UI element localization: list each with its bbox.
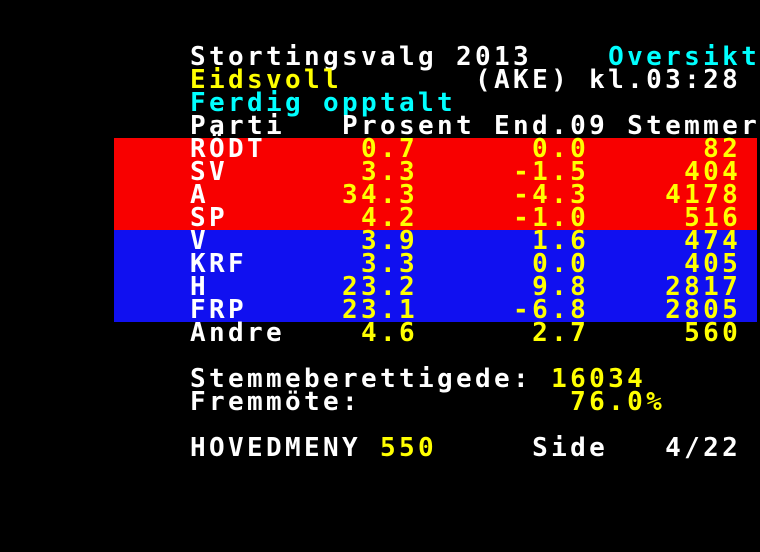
party-row-sv: SV 3.3 -1.5 404 bbox=[190, 159, 760, 185]
party-name-v: V bbox=[190, 226, 210, 256]
party-row-rodt: RÖDT 0.7 0.0 82 bbox=[190, 136, 760, 162]
party-values-a: 34.3 -4.3 4178 bbox=[209, 180, 742, 210]
station-code-and-time: (AKE) kl.03:28 bbox=[342, 65, 742, 95]
party-name-krf: KRF bbox=[190, 249, 248, 279]
party-values-h: 23.2 9.8 2817 bbox=[209, 272, 742, 302]
party-values-frp: 23.1 -6.8 2805 bbox=[247, 295, 742, 325]
main-menu-page-number: 550 bbox=[380, 433, 438, 463]
party-row-v: V 3.9 1.6 474 bbox=[190, 228, 760, 254]
party-name-a: A bbox=[190, 180, 210, 210]
header-line: Stortingsvalg 2013 Oversikt bbox=[190, 44, 760, 70]
party-row-frp: FRP 23.1 -6.8 2805 bbox=[190, 297, 760, 323]
blue-bloc-background bbox=[114, 230, 757, 322]
party-values-v: 3.9 1.6 474 bbox=[209, 226, 742, 256]
party-values-rodt: 0.7 0.0 82 bbox=[266, 134, 742, 164]
status-line: Ferdig opptalt bbox=[190, 90, 760, 116]
teletext-grid: Stortingsvalg 2013 Oversikt Eidsvoll (AK… bbox=[190, 44, 760, 461]
table-header-line: Parti Prosent End.09 Stemmer bbox=[190, 113, 760, 139]
page-title: Stortingsvalg 2013 bbox=[190, 42, 533, 72]
party-name-rodt: RÖDT bbox=[190, 134, 267, 164]
eligible-voters-value: 16034 bbox=[532, 364, 647, 394]
location-line: Eidsvoll (AKE) kl.03:28 bbox=[190, 67, 760, 93]
party-row-h: H 23.2 9.8 2817 bbox=[190, 274, 760, 300]
party-name-andre: Andre bbox=[190, 318, 286, 348]
table-column-headers: Parti Prosent End.09 Stemmer bbox=[190, 111, 760, 141]
party-row-sp: SP 4.2 -1.0 516 bbox=[190, 205, 760, 231]
party-row-krf: KRF 3.3 0.0 405 bbox=[190, 251, 760, 277]
party-name-sp: SP bbox=[190, 203, 229, 233]
party-values-sv: 3.3 -1.5 404 bbox=[228, 157, 742, 187]
party-name-frp: FRP bbox=[190, 295, 248, 325]
turnout-line: Fremmöte: 76.0% bbox=[190, 389, 760, 415]
party-values-andre: 4.6 2.7 560 bbox=[285, 318, 742, 348]
eligible-voters-line: Stemmeberettigede: 16034 bbox=[190, 366, 760, 392]
page-indicator: Side 4/22 bbox=[437, 433, 742, 463]
party-name-sv: SV bbox=[190, 157, 229, 187]
red-bloc-background bbox=[114, 138, 757, 230]
turnout-label: Fremmöte: bbox=[190, 387, 362, 417]
main-menu-label: HOVEDMENY bbox=[190, 433, 381, 463]
party-row-a: A 34.3 -4.3 4178 bbox=[190, 182, 760, 208]
eligible-voters-label: Stemmeberettigede: bbox=[190, 364, 533, 394]
party-values-krf: 3.3 0.0 405 bbox=[247, 249, 742, 279]
view-label: Oversikt bbox=[532, 42, 760, 72]
municipality-name: Eidsvoll bbox=[190, 65, 343, 95]
count-status: Ferdig opptalt bbox=[190, 88, 457, 118]
party-row-andre: Andre 4.6 2.7 560 bbox=[190, 320, 760, 346]
turnout-value: 76.0% bbox=[361, 387, 666, 417]
footer-line: HOVEDMENY 550 Side 4/22 bbox=[190, 435, 760, 461]
party-values-sp: 4.2 -1.0 516 bbox=[228, 203, 742, 233]
party-name-h: H bbox=[190, 272, 210, 302]
